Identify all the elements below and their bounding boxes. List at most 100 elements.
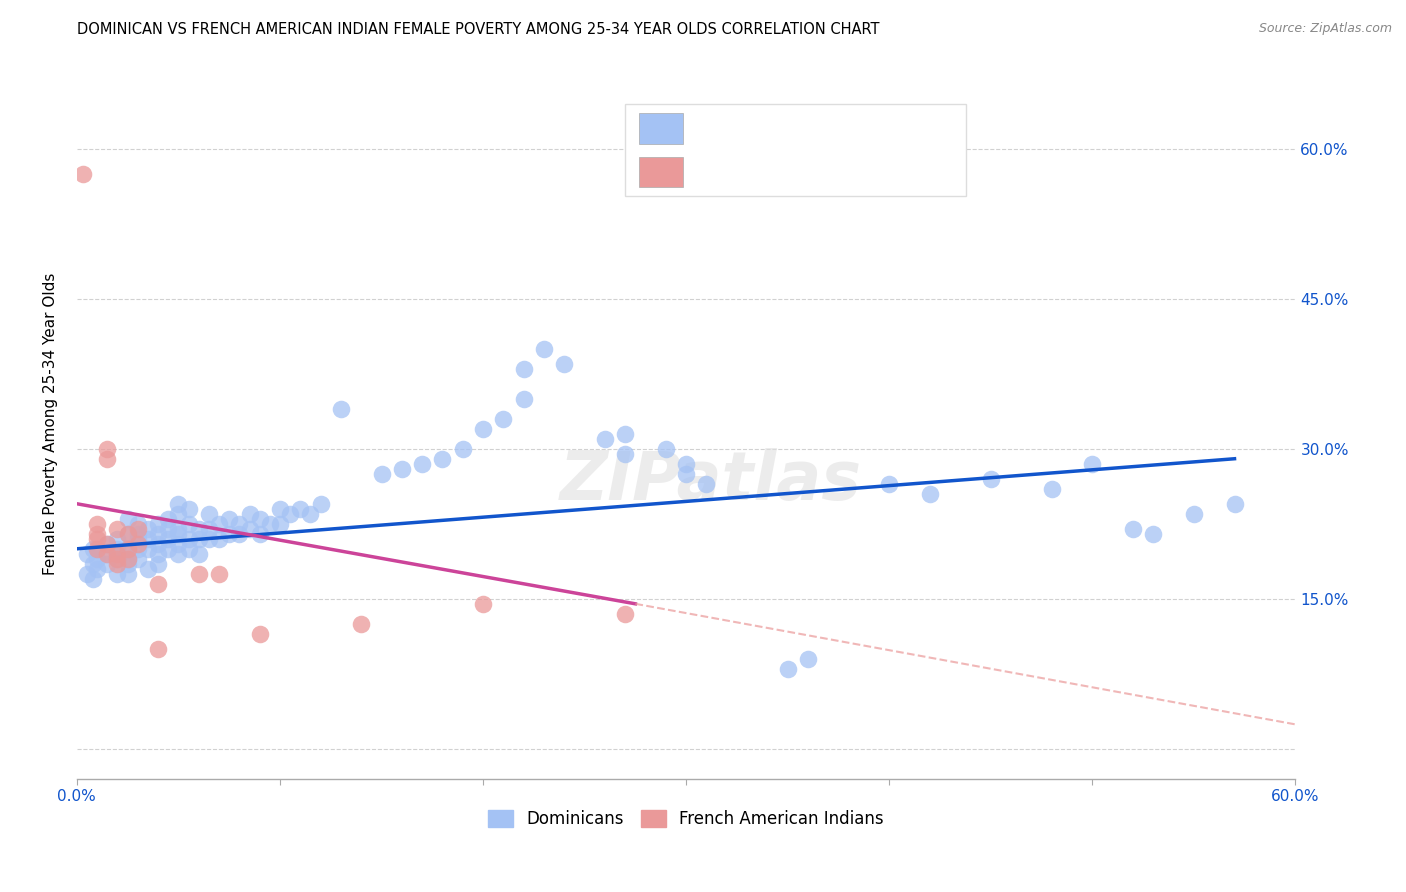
Point — [208, 566, 231, 581]
Point — [614, 607, 637, 621]
Point — [76, 566, 98, 581]
Point — [107, 522, 129, 536]
Point — [177, 532, 200, 546]
Point — [249, 512, 271, 526]
Point — [146, 557, 169, 571]
Point — [107, 547, 129, 561]
Point — [1142, 526, 1164, 541]
Point — [127, 526, 149, 541]
Point — [309, 497, 332, 511]
Point — [167, 537, 190, 551]
Point — [776, 662, 799, 676]
Point — [208, 516, 231, 531]
Point — [695, 476, 717, 491]
Point — [82, 557, 104, 571]
Legend: Dominicans, French American Indians: Dominicans, French American Indians — [482, 803, 890, 835]
Point — [512, 392, 534, 406]
Point — [614, 447, 637, 461]
Point — [96, 547, 118, 561]
Point — [1182, 507, 1205, 521]
Point — [187, 566, 209, 581]
Point — [187, 547, 209, 561]
Point — [472, 422, 495, 436]
Point — [797, 652, 820, 666]
Point — [269, 501, 291, 516]
Point — [655, 442, 678, 456]
Point — [329, 401, 352, 416]
Point — [157, 522, 180, 536]
Point — [472, 597, 495, 611]
Point — [238, 507, 260, 521]
Point — [1122, 522, 1144, 536]
Point — [167, 497, 190, 511]
Point — [86, 541, 108, 556]
Point — [238, 522, 260, 536]
Point — [127, 516, 149, 531]
Point — [127, 522, 149, 536]
Point — [350, 616, 373, 631]
Point — [675, 467, 697, 481]
Point — [198, 507, 221, 521]
Point — [157, 541, 180, 556]
Point — [82, 541, 104, 556]
Point — [299, 507, 322, 521]
Point — [86, 532, 108, 546]
Point — [146, 537, 169, 551]
Point — [614, 426, 637, 441]
Point — [391, 461, 413, 475]
Point — [278, 507, 301, 521]
Text: Source: ZipAtlas.com: Source: ZipAtlas.com — [1258, 22, 1392, 36]
Point — [187, 522, 209, 536]
Point — [117, 551, 139, 566]
Point — [675, 457, 697, 471]
Point — [146, 547, 169, 561]
Point — [96, 451, 118, 466]
Point — [249, 526, 271, 541]
Point — [512, 361, 534, 376]
Point — [117, 551, 139, 566]
Point — [96, 537, 118, 551]
Point — [117, 557, 139, 571]
Point — [96, 557, 118, 571]
Point — [1040, 482, 1063, 496]
Point — [177, 501, 200, 516]
Point — [146, 516, 169, 531]
Point — [117, 526, 139, 541]
Point — [167, 522, 190, 536]
Point — [370, 467, 392, 481]
Point — [117, 512, 139, 526]
Point — [177, 516, 200, 531]
Point — [107, 566, 129, 581]
Point — [117, 526, 139, 541]
Point — [136, 532, 159, 546]
Point — [877, 476, 900, 491]
Point — [96, 537, 118, 551]
Point — [290, 501, 312, 516]
Point — [76, 547, 98, 561]
Point — [157, 512, 180, 526]
Point — [82, 572, 104, 586]
Y-axis label: Female Poverty Among 25-34 Year Olds: Female Poverty Among 25-34 Year Olds — [44, 273, 58, 575]
Point — [127, 532, 149, 546]
Point — [208, 532, 231, 546]
Point — [107, 551, 129, 566]
Point — [107, 532, 129, 546]
Point — [146, 526, 169, 541]
Point — [86, 562, 108, 576]
Point — [249, 627, 271, 641]
Point — [167, 547, 190, 561]
Text: DOMINICAN VS FRENCH AMERICAN INDIAN FEMALE POVERTY AMONG 25-34 YEAR OLDS CORRELA: DOMINICAN VS FRENCH AMERICAN INDIAN FEMA… — [77, 22, 880, 37]
Point — [218, 526, 240, 541]
Point — [157, 532, 180, 546]
Point — [259, 516, 281, 531]
Point — [136, 522, 159, 536]
Point — [1081, 457, 1104, 471]
Point — [177, 541, 200, 556]
Point — [86, 551, 108, 566]
Point — [107, 541, 129, 556]
Point — [187, 532, 209, 546]
Point — [228, 516, 250, 531]
Point — [198, 522, 221, 536]
Point — [86, 526, 108, 541]
Point — [86, 541, 108, 556]
